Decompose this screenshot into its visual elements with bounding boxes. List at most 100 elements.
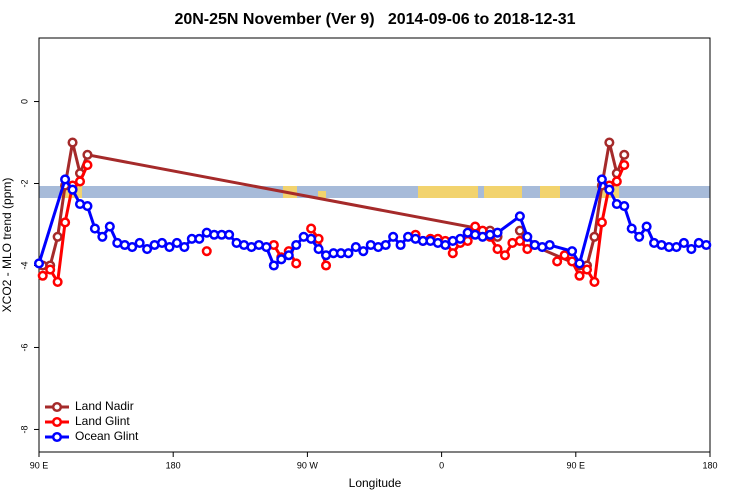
data-point — [156, 237, 168, 249]
data-point — [67, 137, 78, 148]
data-point — [60, 174, 71, 185]
data-point — [514, 211, 525, 222]
data-point — [678, 237, 689, 249]
data-point — [127, 241, 138, 253]
data-point — [641, 221, 652, 232]
data-point — [619, 201, 630, 212]
x-tick-label: 90 E — [567, 460, 586, 470]
legend-label: Ocean Glint — [75, 429, 139, 443]
data-point — [604, 137, 615, 148]
legend-label: Land Glint — [75, 414, 130, 428]
data-point — [634, 231, 645, 242]
legend-marker — [51, 416, 63, 428]
data-point — [626, 223, 637, 234]
data-point — [74, 176, 86, 187]
x-tick-label: 180 — [702, 460, 717, 470]
data-point — [142, 244, 153, 255]
y-tick-label: -2 — [19, 180, 29, 188]
chart-title: 20N-25N November (Ver 9) 2014-09-06 to 2… — [174, 11, 575, 28]
data-point — [619, 149, 630, 160]
data-point — [388, 231, 399, 242]
data-point — [89, 223, 100, 234]
y-tick-label: -8 — [19, 425, 29, 433]
data-point — [589, 276, 600, 287]
data-point — [179, 241, 190, 253]
data-point — [671, 241, 682, 253]
legend-item: Land Nadir — [45, 399, 134, 413]
data-point — [380, 239, 391, 251]
data-point — [574, 258, 585, 269]
data-point — [611, 176, 622, 187]
y-tick-label: 0 — [19, 99, 29, 104]
data-point — [37, 270, 48, 281]
data-point — [574, 270, 585, 281]
data-point — [283, 250, 294, 261]
x-tick-label: 90 E — [30, 460, 49, 470]
data-point — [67, 184, 78, 195]
legend-marker — [51, 401, 63, 413]
data-point — [619, 160, 630, 171]
data-point — [395, 239, 406, 251]
data-point — [306, 233, 317, 244]
data-point — [589, 231, 600, 242]
data-point — [596, 217, 607, 228]
data-point — [261, 241, 272, 253]
data-point — [492, 227, 503, 238]
data-point — [686, 244, 697, 255]
data-point — [604, 184, 615, 195]
data-point — [581, 264, 593, 275]
data-point — [201, 246, 212, 257]
legend-item: Ocean Glint — [45, 429, 139, 443]
data-point — [52, 276, 63, 287]
y-tick-label: -4 — [19, 261, 29, 269]
data-point — [164, 241, 175, 253]
data-point — [134, 237, 145, 249]
data-point — [33, 258, 45, 269]
data-point — [82, 160, 93, 171]
data-point — [306, 223, 317, 234]
data-point — [440, 239, 451, 251]
y-axis-label: XCO2 - MLO trend (ppm) — [0, 178, 14, 313]
x-tick-label: 0 — [439, 460, 444, 470]
data-point — [194, 233, 205, 244]
data-point — [567, 246, 578, 257]
data-point — [313, 244, 324, 255]
data-point — [320, 260, 332, 271]
data-point — [499, 250, 511, 261]
data-point — [82, 149, 93, 160]
data-point — [97, 231, 108, 242]
data-point — [268, 260, 279, 271]
data-point — [522, 244, 533, 255]
data-point — [455, 233, 466, 244]
x-axis-label: Longitude — [349, 476, 402, 490]
data-point — [343, 248, 354, 259]
legend-label: Land Nadir — [75, 399, 134, 413]
data-point — [291, 258, 302, 269]
data-point — [350, 241, 361, 253]
data-point — [104, 221, 115, 232]
data-point — [358, 246, 369, 257]
data-point — [171, 237, 182, 249]
data-point — [596, 174, 607, 185]
data-point — [291, 239, 302, 251]
data-point — [544, 239, 555, 251]
data-point — [492, 244, 503, 255]
data-point — [701, 239, 712, 251]
data-point — [45, 264, 56, 275]
data-point — [447, 248, 458, 259]
data-point — [82, 201, 93, 212]
data-point — [552, 256, 563, 267]
data-point — [60, 217, 71, 228]
x-tick-label: 180 — [166, 460, 181, 470]
legend-marker — [51, 431, 63, 443]
data-point — [522, 231, 533, 242]
data-point — [276, 254, 287, 265]
data-point — [224, 229, 235, 240]
x-tick-label: 90 W — [297, 460, 319, 470]
y-tick-label: -6 — [19, 343, 29, 351]
data-point — [514, 235, 525, 246]
legend-item: Land Glint — [45, 414, 130, 428]
data-point — [559, 250, 570, 261]
data-point — [52, 231, 63, 242]
